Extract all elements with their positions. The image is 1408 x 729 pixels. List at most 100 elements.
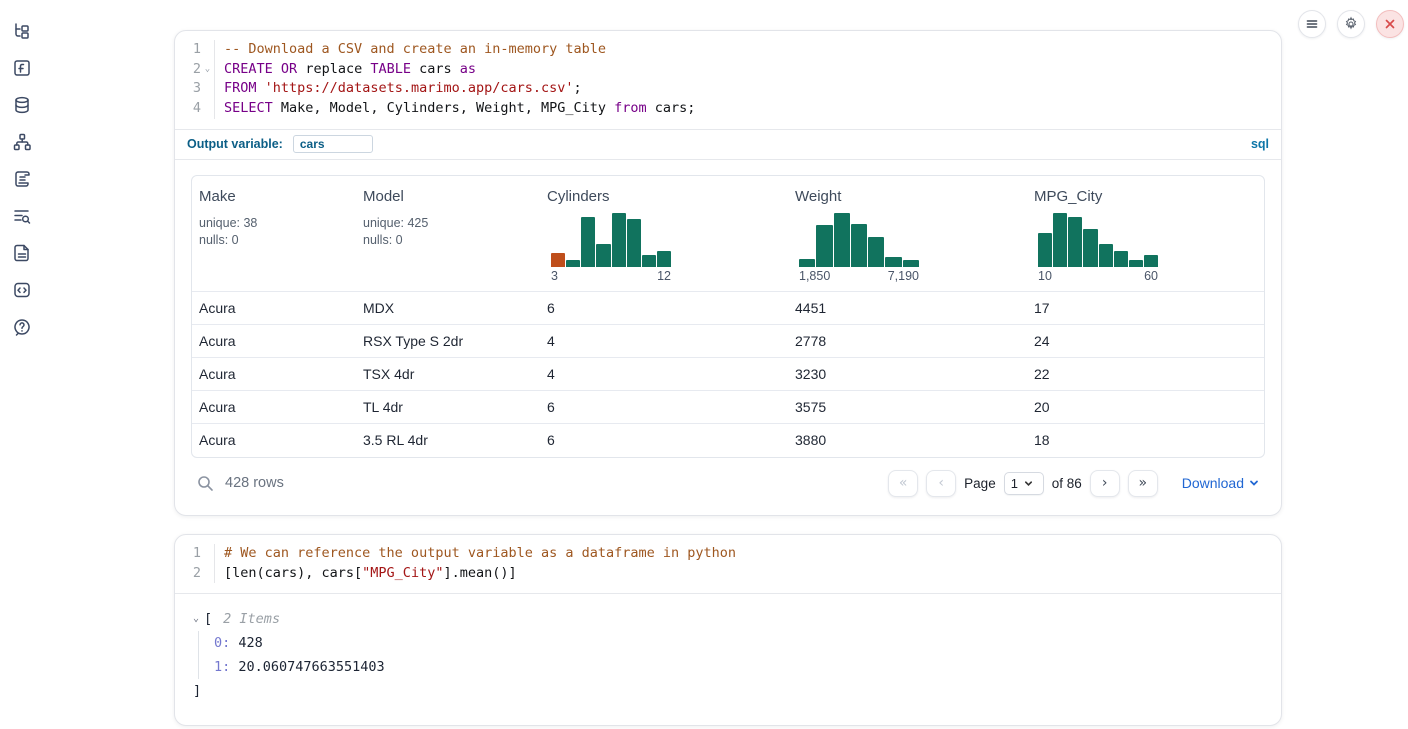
language-badge[interactable]: sql [1251,137,1269,151]
column-name: Cylinders [547,188,788,205]
column-header-make[interactable]: Makeunique: 38nulls: 0 [192,188,356,283]
next-page-button[interactable]: › [1090,470,1120,497]
chevron-down-icon [1249,478,1259,488]
code-token: OR [281,61,297,77]
help-icon[interactable] [11,316,33,338]
page-select[interactable]: 1 [1004,472,1044,495]
line-number: 3 [193,79,201,99]
table-cell: 4451 [788,300,1027,316]
table-row[interactable]: AcuraMDX6445117 [192,292,1264,325]
output-variable-input[interactable] [293,135,373,153]
menu-button[interactable] [1298,10,1326,38]
histogram-bar[interactable] [581,217,595,267]
sql-cell-output: Makeunique: 38nulls: 0Modelunique: 425nu… [175,159,1281,515]
python-code-editor[interactable]: 1# We can reference the output variable … [175,535,1281,593]
line-number: 4 [193,99,201,119]
table-cell: 22 [1027,366,1264,382]
histogram-bar[interactable] [1099,244,1113,267]
code-line: 2[len(cars), cars["MPG_City"].mean()] [175,564,1281,584]
histogram-bar[interactable] [566,260,580,266]
close-x-icon [1383,17,1397,31]
table-cell: RSX Type S 2dr [356,333,540,349]
histogram-bar[interactable] [657,251,671,267]
table-cell: 6 [540,432,788,448]
column-header-weight[interactable]: Weight1,8507,190 [788,188,1027,283]
histogram-bar[interactable] [851,224,867,267]
table-cell: 4 [540,333,788,349]
code-text: [len(cars), cars["MPG_City"].mean()] [215,564,517,584]
last-page-button[interactable]: » [1128,470,1158,497]
histogram-bar[interactable] [799,259,815,267]
table-row[interactable]: AcuraRSX Type S 2dr4277824 [192,325,1264,358]
code-token [257,80,265,96]
code-token: ; [574,80,582,96]
column-stat: nulls: 0 [199,232,356,249]
logs-search-icon[interactable] [11,205,33,227]
file-tree-icon[interactable] [11,20,33,42]
histogram-bar[interactable] [885,257,901,267]
table-footer: 428 rows « ‹ Page 1 of 86 › » Download [191,458,1265,505]
code-line: 1# We can reference the output variable … [175,544,1281,564]
fold-chevron-icon[interactable]: ⌄ [201,60,214,80]
shutdown-button[interactable] [1376,10,1404,38]
code-text: # We can reference the output variable a… [215,544,736,564]
histogram-bar[interactable] [642,255,656,267]
histogram-bar[interactable] [1114,251,1128,267]
table-cell: 3880 [788,432,1027,448]
entry-value: 20.060747663551403 [238,659,384,675]
scratchpad-icon[interactable] [11,168,33,190]
download-button[interactable]: Download [1182,475,1259,491]
column-histogram [551,213,671,267]
settings-button[interactable] [1337,10,1365,38]
table-cell: MDX [356,300,540,316]
column-histogram [799,213,919,267]
first-page-button[interactable]: « [888,470,918,497]
search-icon[interactable] [197,475,214,492]
table-cell: 3230 [788,366,1027,382]
column-stats: unique: 425nulls: 0 [363,215,540,249]
histogram-bar[interactable] [816,225,832,267]
column-name: Weight [795,188,1027,205]
histogram-bar[interactable] [903,260,919,267]
histogram-bar[interactable] [1053,213,1067,267]
histogram-bar[interactable] [834,213,850,267]
sql-cell: 1-- Download a CSV and create an in-memo… [174,30,1282,516]
variables-icon[interactable] [11,57,33,79]
histogram-bar[interactable] [1144,255,1158,267]
histogram-bar[interactable] [1068,217,1082,267]
snippets-icon[interactable] [11,279,33,301]
code-text: CREATE OR replace TABLE cars as [215,60,476,80]
column-header-model[interactable]: Modelunique: 425nulls: 0 [356,188,540,283]
table-header: Makeunique: 38nulls: 0Modelunique: 425nu… [192,176,1264,292]
histogram-bar[interactable] [1083,229,1097,267]
hamburger-menu-icon [1305,17,1319,31]
histogram-bar[interactable] [868,237,884,267]
table-row[interactable]: AcuraTSX 4dr4323022 [192,358,1264,391]
prev-page-button[interactable]: ‹ [926,470,956,497]
table-cell: TSX 4dr [356,366,540,382]
tree-collapse-chevron-icon[interactable]: ⌄ [193,614,199,624]
histogram-bar[interactable] [1129,260,1143,267]
line-number-gutter: 2 [175,564,215,584]
documentation-icon[interactable] [11,242,33,264]
notebook-cells: 1-- Download a CSV and create an in-memo… [174,0,1282,726]
table-cell: Acura [192,432,356,448]
axis-min-label: 3 [551,269,558,283]
histogram-bar[interactable] [551,253,565,267]
column-header-cylinders[interactable]: Cylinders312 [540,188,788,283]
sql-code-editor[interactable]: 1-- Download a CSV and create an in-memo… [175,31,1281,129]
histogram-bar[interactable] [1038,233,1052,266]
histogram-bar[interactable] [612,213,626,267]
data-sources-icon[interactable] [11,94,33,116]
table-cell: 24 [1027,333,1264,349]
table-row[interactable]: Acura3.5 RL 4dr6388018 [192,424,1264,457]
histogram-bar[interactable] [627,219,641,267]
column-header-mpg_city[interactable]: MPG_City1060 [1027,188,1264,283]
histogram-bar[interactable] [596,244,610,267]
code-token: 'https://datasets.marimo.app/cars.csv' [265,80,574,96]
dependency-graph-icon[interactable] [11,131,33,153]
code-token: cars [411,61,460,77]
list-entry: 0: 428 [214,631,1265,655]
code-token: SELECT [224,100,273,116]
table-row[interactable]: AcuraTL 4dr6357520 [192,391,1264,424]
